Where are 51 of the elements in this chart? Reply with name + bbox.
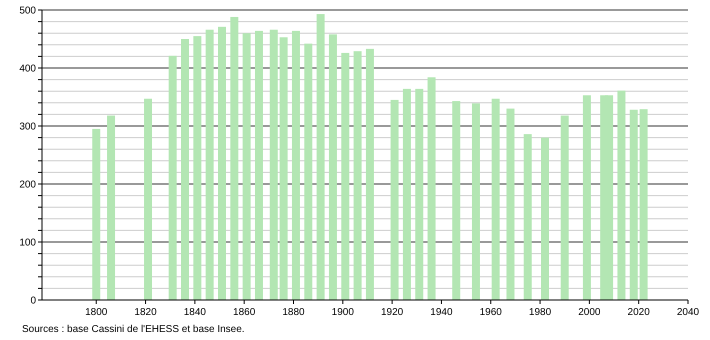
x-tick-label: 1840: [184, 307, 206, 318]
x-tick-label: 1800: [85, 307, 108, 318]
bar: [92, 128, 100, 300]
x-tick-label: 1880: [282, 307, 306, 318]
bar: [206, 30, 214, 300]
x-tick-label: 2040: [676, 307, 700, 318]
bar: [168, 56, 177, 300]
bar: [341, 52, 350, 300]
y-tick-label: 0: [30, 296, 36, 306]
x-tick-label: 1900: [332, 307, 354, 318]
bar: [617, 90, 626, 300]
bar: [254, 30, 263, 300]
bar: [524, 134, 532, 300]
bar: [506, 108, 514, 300]
bar: [242, 33, 251, 300]
bar: [390, 100, 399, 300]
bar: [582, 95, 591, 300]
bar: [107, 116, 116, 300]
bar: [354, 51, 362, 300]
bar: [492, 98, 500, 300]
y-tick-label: 400: [19, 64, 36, 74]
bar: [218, 26, 226, 300]
bar: [316, 14, 325, 300]
bar: [366, 48, 374, 300]
x-tick-label: 1860: [233, 307, 256, 318]
x-tick-label: 1980: [528, 307, 552, 318]
bar: [292, 30, 300, 300]
bar: [415, 88, 424, 300]
x-tick-label: 1820: [134, 307, 158, 318]
bar: [193, 36, 202, 300]
bar: [144, 98, 152, 300]
y-tick-label: 300: [19, 122, 36, 132]
bar: [230, 16, 238, 300]
bar: [304, 44, 312, 300]
x-tick-label: 1940: [430, 307, 453, 318]
x-tick-label: 2000: [578, 307, 601, 318]
y-tick-label: 200: [19, 180, 36, 190]
y-tick-label: 500: [19, 6, 36, 16]
x-tick-label: 1920: [380, 307, 404, 318]
bar: [428, 77, 436, 300]
bar: [328, 34, 337, 300]
y-tick-label: 100: [19, 238, 36, 248]
source-note: Sources : base Cassini de l'EHESS et base Insee.: [22, 324, 245, 335]
bar: [560, 116, 569, 300]
x-tick-label: 1960: [480, 307, 502, 318]
bar: [540, 138, 549, 300]
bar: [472, 103, 480, 300]
x-tick-label: 2020: [628, 307, 650, 318]
bar: [181, 39, 190, 300]
bar: [452, 101, 460, 300]
bar: [402, 88, 411, 300]
